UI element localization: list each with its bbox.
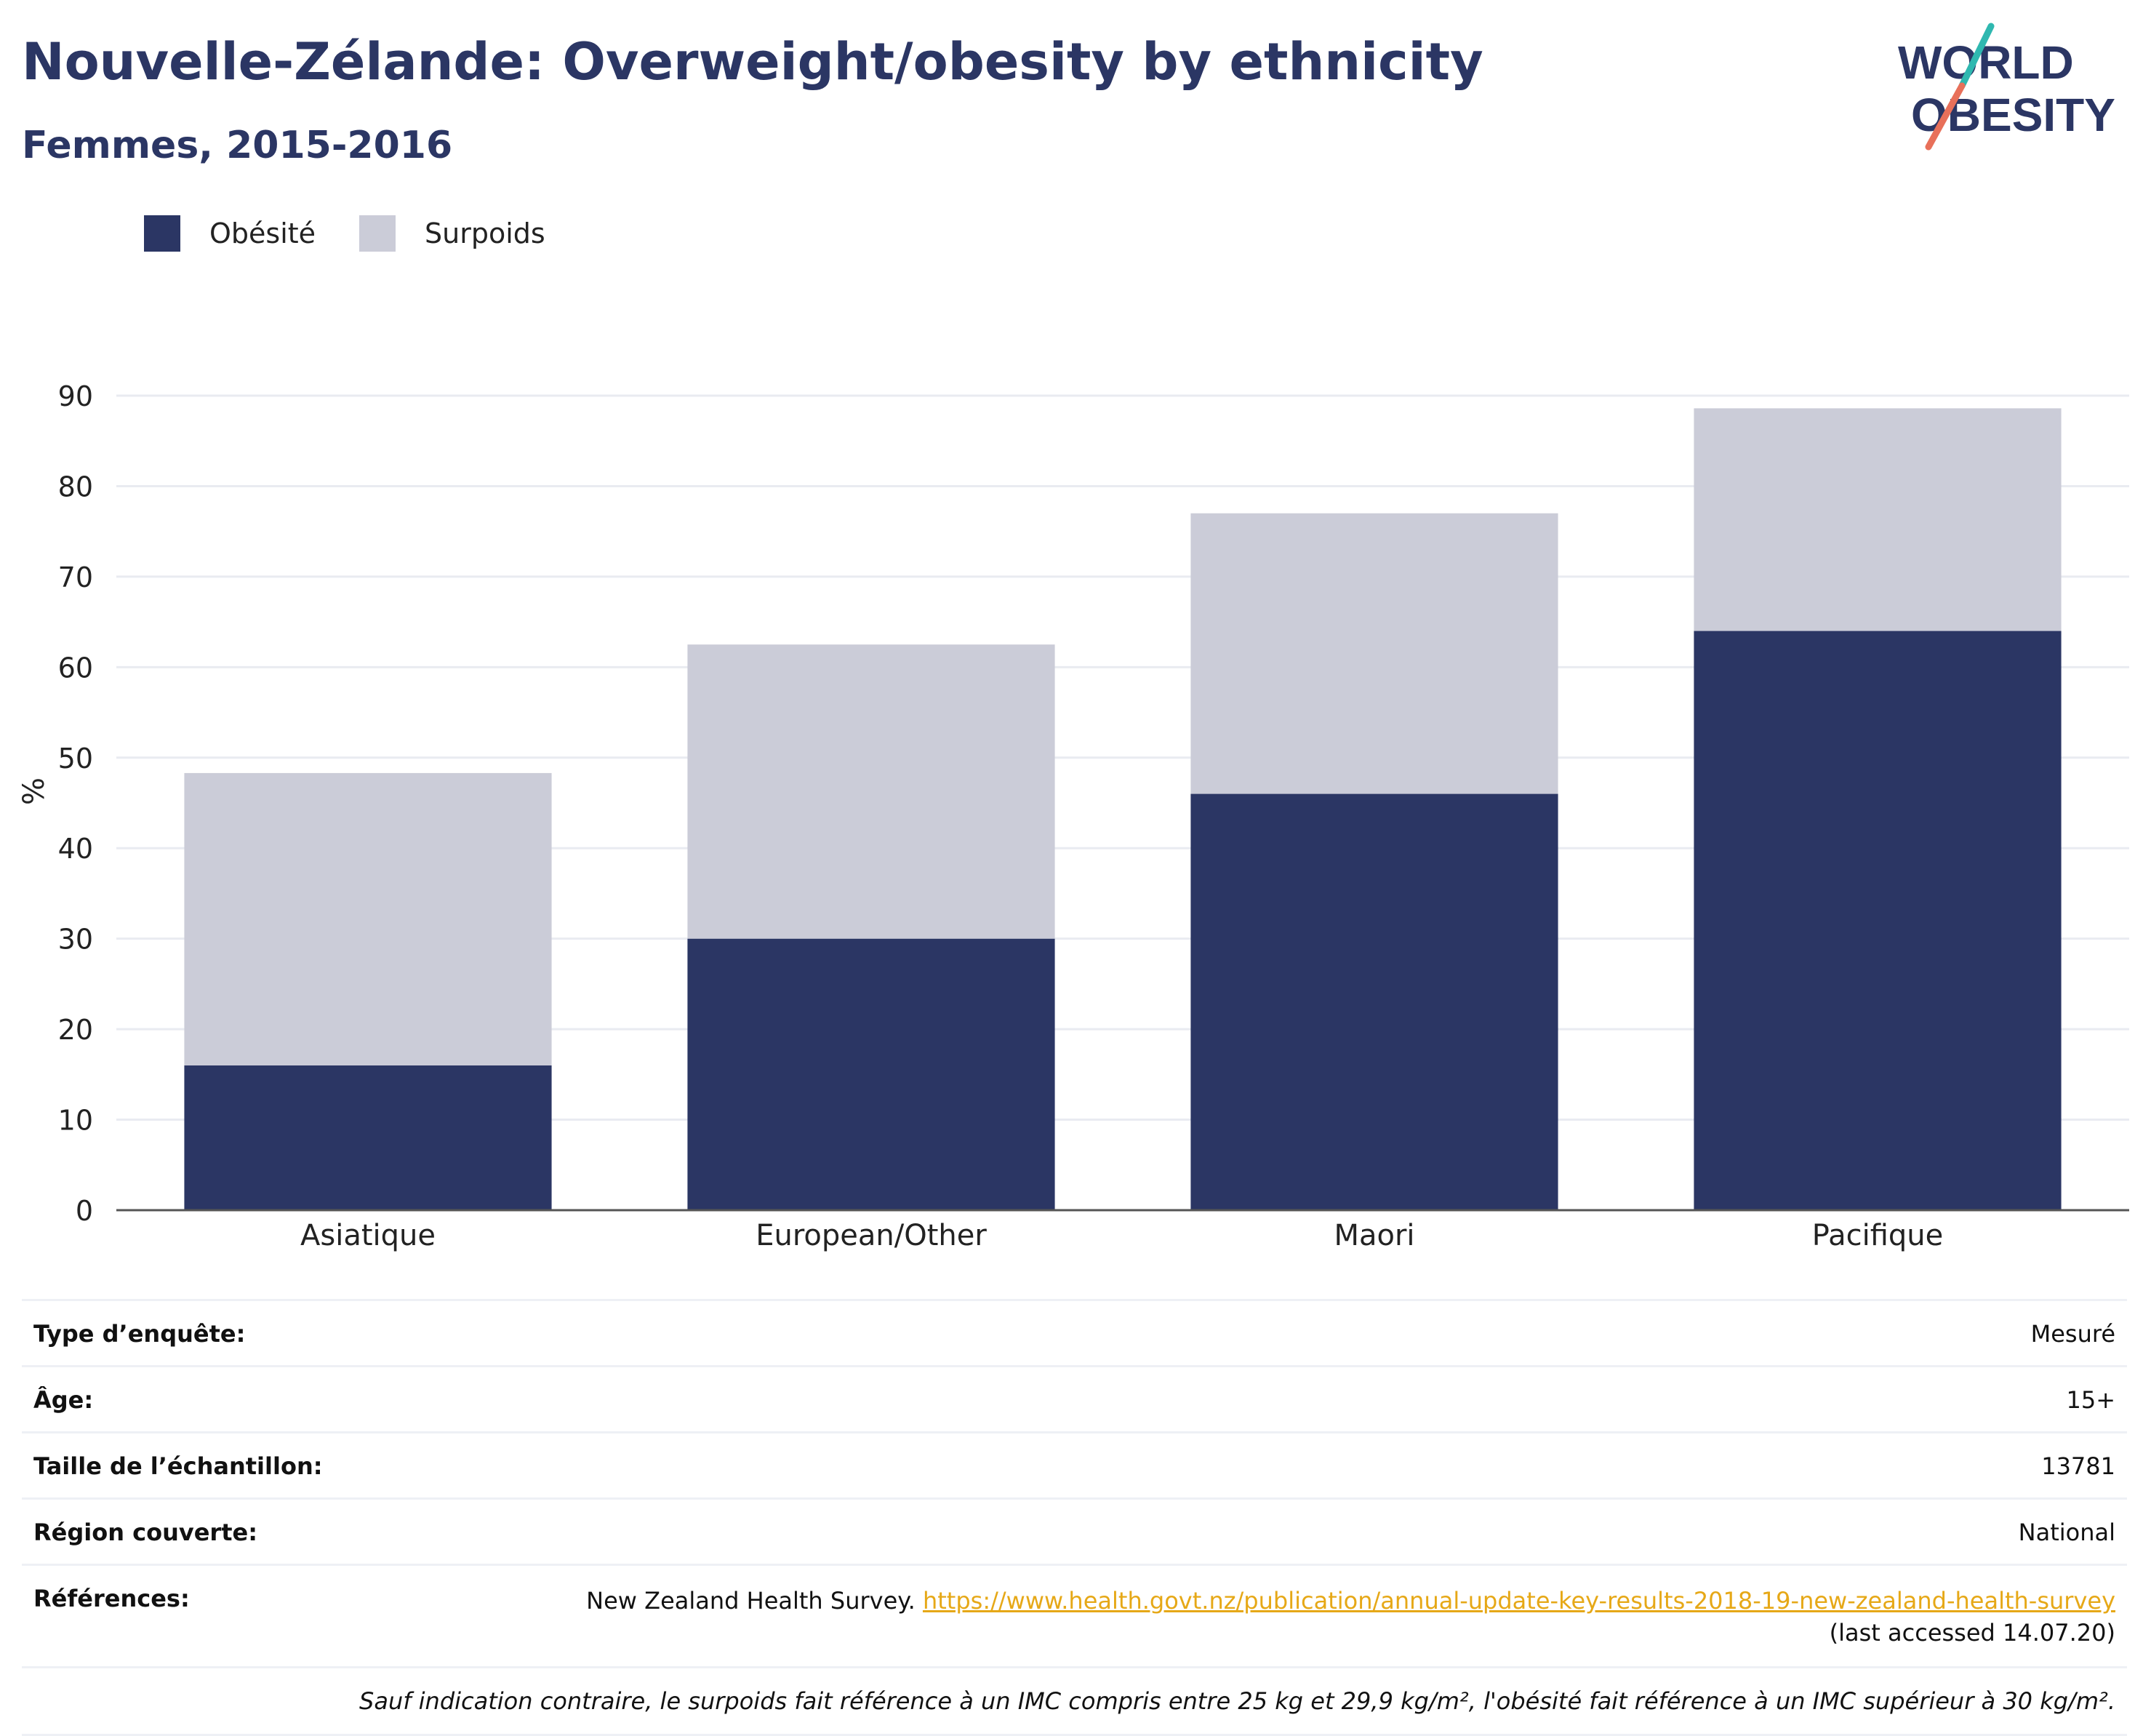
meta-row-survey-type: Type d’enquête: Mesuré bbox=[22, 1299, 2127, 1365]
legend-label-overweight: Surpoids bbox=[425, 217, 545, 249]
meta-value-age: 15+ bbox=[2066, 1386, 2115, 1414]
bar-chart: 0 10 20 30 40 50 60 70 80 90 Asiatique European/Oth… bbox=[17, 380, 2129, 1252]
chart-legend: Obésité Surpoids bbox=[144, 215, 589, 252]
meta-label-age: Âge: bbox=[33, 1386, 94, 1414]
reference-link[interactable]: https://www.health.govt.nz/publication/a… bbox=[922, 1587, 2115, 1615]
chart-title: Nouvelle-Zélande: Overweight/obesity by … bbox=[22, 32, 1483, 92]
legend-label-obesity: Obésité bbox=[209, 217, 316, 249]
meta-value-region: National bbox=[2018, 1519, 2115, 1546]
meta-value-survey-type: Mesuré bbox=[2030, 1320, 2115, 1348]
y-tick-label: 0 bbox=[76, 1195, 93, 1227]
bar-overweight-1 bbox=[687, 644, 1055, 939]
y-tick-label: 90 bbox=[58, 380, 93, 412]
bar-obesity-3 bbox=[1694, 631, 2062, 1210]
reference-accessed: (last accessed 14.07.20) bbox=[1829, 1619, 2115, 1647]
y-tick-label: 40 bbox=[58, 833, 93, 865]
chart-subtitle: Femmes, 2015-2016 bbox=[22, 124, 453, 167]
meta-row-sample-size: Taille de l’échantillon: 13781 bbox=[22, 1431, 2127, 1497]
meta-value-sample-size: 13781 bbox=[2041, 1452, 2115, 1480]
y-tick-label: 50 bbox=[58, 743, 93, 775]
y-tick-label: 10 bbox=[58, 1105, 93, 1137]
meta-row-age: Âge: 15+ bbox=[22, 1365, 2127, 1431]
bar-overweight-2 bbox=[1190, 513, 1558, 794]
bar-overweight-3 bbox=[1694, 408, 2062, 631]
y-tick-label: 30 bbox=[58, 924, 93, 956]
logo-slash-coral bbox=[1925, 82, 1966, 151]
meta-label-survey-type: Type d’enquête: bbox=[33, 1320, 246, 1348]
meta-label-sample-size: Taille de l’échantillon: bbox=[33, 1452, 323, 1480]
x-tick-label: Maori bbox=[1334, 1219, 1414, 1252]
bar-obesity-2 bbox=[1190, 793, 1558, 1210]
y-tick-label: 70 bbox=[58, 561, 93, 593]
x-tick-label: Pacifique bbox=[1812, 1219, 1944, 1252]
meta-label-references: Références: bbox=[33, 1585, 190, 1612]
y-tick-label: 20 bbox=[58, 1014, 93, 1046]
meta-row-region: Région couverte: National bbox=[22, 1497, 2127, 1564]
x-tick-label: Asiatique bbox=[300, 1219, 436, 1252]
legend-swatch-overweight bbox=[359, 215, 396, 252]
meta-value-references: New Zealand Health Survey. https://www.h… bbox=[586, 1585, 2115, 1649]
bmi-definition-note: Sauf indication contraire, le surpoids f… bbox=[22, 1666, 2127, 1736]
meta-label-region: Région couverte: bbox=[33, 1519, 257, 1546]
y-tick-label: 60 bbox=[58, 652, 93, 684]
legend-item-overweight[interactable]: Surpoids bbox=[359, 215, 545, 252]
y-tick-label: 80 bbox=[58, 471, 93, 503]
survey-metadata-table: Type d’enquête: Mesuré Âge: 15+ Taille d… bbox=[22, 1299, 2127, 1736]
y-axis-label: % bbox=[17, 777, 51, 805]
logo-word-world: WORLD bbox=[1898, 36, 2074, 89]
bar-obesity-0 bbox=[184, 1065, 552, 1210]
legend-swatch-obesity bbox=[144, 215, 180, 252]
meta-row-references: Références: New Zealand Health Survey. h… bbox=[22, 1564, 2127, 1666]
world-obesity-logo: WORLD OBESITY bbox=[1898, 23, 2115, 151]
bar-overweight-0 bbox=[184, 772, 552, 1065]
x-tick-label: European/Other bbox=[756, 1219, 987, 1252]
reference-source: New Zealand Health Survey. bbox=[586, 1587, 916, 1615]
legend-item-obesity[interactable]: Obésité bbox=[144, 215, 316, 252]
bar-obesity-1 bbox=[687, 938, 1055, 1210]
logo-slash-teal bbox=[1958, 23, 1995, 89]
